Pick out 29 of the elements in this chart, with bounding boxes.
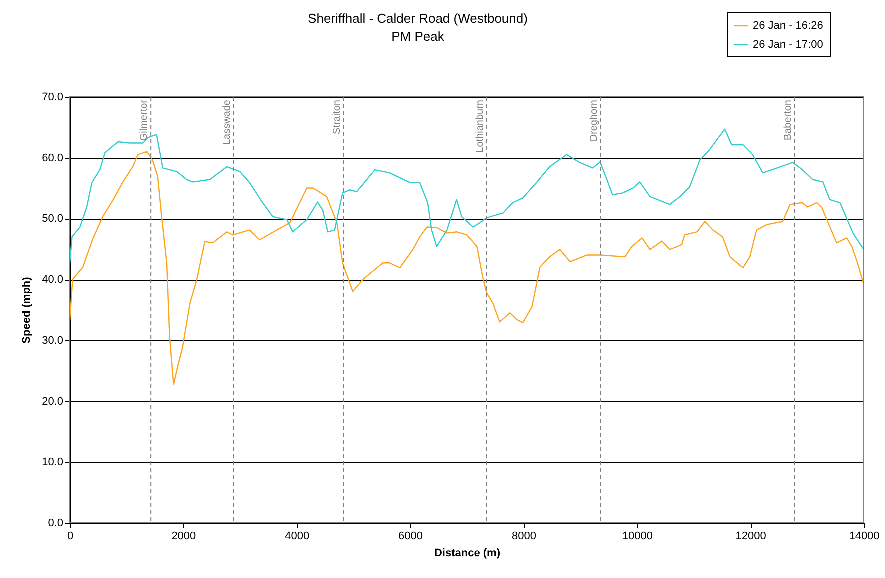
line-series (69, 151, 865, 386)
legend-label: 26 Jan - 16:26 (753, 20, 824, 32)
ref-line-label: Baberton (782, 100, 794, 141)
x-tick-label: 12000 (736, 530, 766, 542)
y-tick-label: 30.0 (42, 334, 64, 347)
x-axis-title: Distance (m) (434, 548, 501, 560)
x-tick-label: 0 (67, 530, 74, 542)
x-tick-label: 8000 (512, 530, 536, 542)
x-tick-label: 14000 (849, 530, 880, 542)
x-tick-label: 10000 (622, 530, 653, 542)
x-tick-label: 4000 (285, 530, 310, 542)
ref-line-label: Straiton (332, 100, 343, 134)
ref-line-label: Gilmertor (139, 99, 150, 142)
chart-subtitle: PM Peak (392, 29, 445, 44)
y-tick-label: 0.0 (48, 518, 64, 530)
y-tick-label: 60.0 (42, 152, 64, 164)
y-tick-label: 20.0 (42, 396, 64, 408)
legend-label: 26 Jan - 17:00 (753, 39, 824, 51)
y-tick-label: 70.0 (42, 92, 64, 104)
y-axis-title: Speed (mph) (21, 276, 34, 344)
ref-line-label: Lothianburn (474, 100, 486, 153)
chart-title: Sheriffhall - Calder Road (Westbound) (308, 11, 528, 26)
y-tick-label: 10.0 (42, 456, 64, 469)
ref-line-label: Dreghorn (588, 100, 600, 142)
ref-line-label: Lasswade (222, 100, 233, 146)
x-tick-label: 6000 (398, 530, 424, 542)
y-tick-label: 50.0 (42, 213, 64, 226)
y-tick-label: 40.0 (42, 274, 64, 286)
x-tick-label: 2000 (172, 530, 196, 542)
